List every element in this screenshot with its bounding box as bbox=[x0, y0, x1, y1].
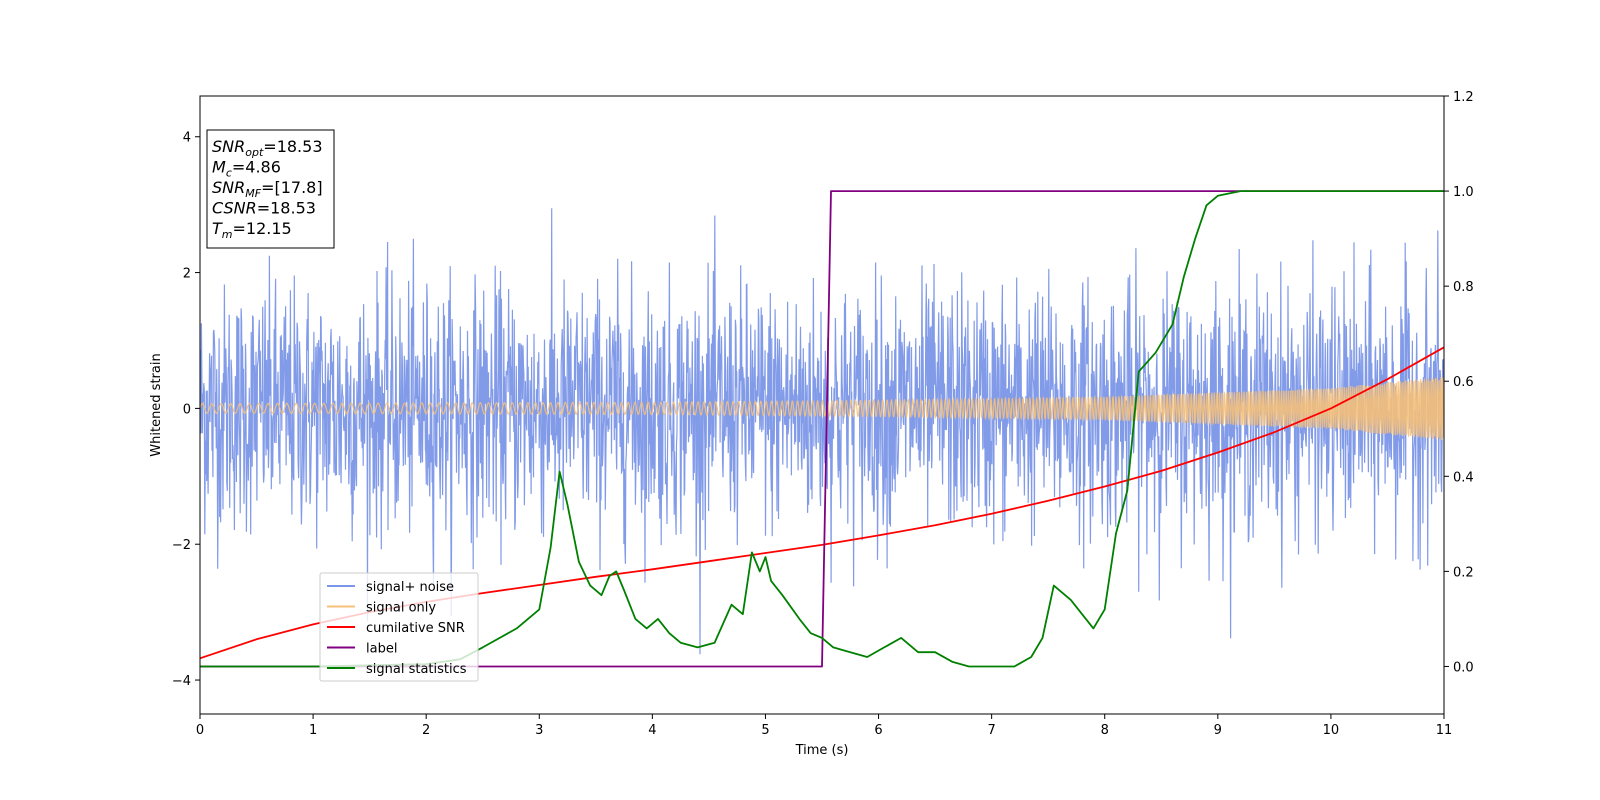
ticks-layer: 0 1 2 3 4 5 6 7 8 9 10 11 −4 −2 0 2 4 0.0 0.2 0.4 0.6 0.8 1.0 1… bbox=[172, 90, 1474, 738]
y-right-tick-label: 0.6 bbox=[1453, 375, 1474, 390]
info-line: SNRMF=[17.8] bbox=[212, 178, 323, 200]
info-box: SNRopt=18.53Mc=4.86SNRMF=[17.8]CSNR=18.5… bbox=[206, 129, 335, 249]
y-right-tick-label: 0.4 bbox=[1453, 470, 1474, 485]
y-right-tick-label: 0.2 bbox=[1453, 565, 1474, 580]
info-line: SNRopt=18.53 bbox=[212, 137, 323, 159]
y-left-tick-label: 2 bbox=[183, 267, 191, 282]
y-left-tick-label: −4 bbox=[172, 674, 191, 689]
y-right-tick-label: 1.2 bbox=[1453, 90, 1474, 105]
y-left-tick-label: −2 bbox=[172, 538, 191, 553]
x-tick-label: 11 bbox=[1436, 723, 1453, 738]
x-tick-label: 7 bbox=[987, 723, 995, 738]
legend-label: cumilative SNR bbox=[366, 621, 465, 636]
x-tick-label: 5 bbox=[761, 723, 769, 738]
plot-frame bbox=[199, 95, 1445, 715]
info-box-frame bbox=[206, 129, 335, 249]
y-right-tick-label: 1.0 bbox=[1453, 185, 1474, 200]
y-left-tick-label: 4 bbox=[183, 131, 191, 146]
x-tick-label: 9 bbox=[1214, 723, 1222, 738]
y-right-tick-label: 0.0 bbox=[1453, 660, 1474, 675]
x-tick-label: 4 bbox=[648, 723, 656, 738]
info-line: Tm=12.15 bbox=[212, 219, 292, 241]
x-tick-label: 2 bbox=[422, 723, 430, 738]
x-axis-label: Time (s) bbox=[795, 743, 849, 758]
y-right-tick-label: 0.8 bbox=[1453, 280, 1474, 295]
x-tick-label: 3 bbox=[535, 723, 543, 738]
legend: signal+ noise signal only cumilative SNR la… bbox=[319, 572, 479, 682]
series-signal-statistics bbox=[200, 190, 1444, 668]
legend-label: signal only bbox=[366, 601, 436, 616]
legend-label: label bbox=[366, 642, 397, 657]
info-line: CSNR=18.53 bbox=[212, 199, 316, 218]
x-tick-label: 8 bbox=[1101, 723, 1109, 738]
series-signal-only bbox=[200, 376, 1444, 441]
x-tick-label: 10 bbox=[1323, 723, 1340, 738]
legend-frame bbox=[319, 572, 479, 682]
legend-label: signal+ noise bbox=[366, 580, 454, 595]
x-tick-label: 6 bbox=[874, 723, 882, 738]
y-left-tick-label: 0 bbox=[183, 402, 191, 417]
x-tick-label: 0 bbox=[196, 723, 204, 738]
series-label bbox=[200, 190, 1444, 668]
series-signal-noise bbox=[200, 208, 1444, 655]
info-line: Mc=4.86 bbox=[212, 158, 281, 180]
x-tick-label: 1 bbox=[309, 723, 317, 738]
y-axis-label: Whitened strain bbox=[149, 353, 164, 456]
legend-label: signal statistics bbox=[366, 662, 467, 677]
